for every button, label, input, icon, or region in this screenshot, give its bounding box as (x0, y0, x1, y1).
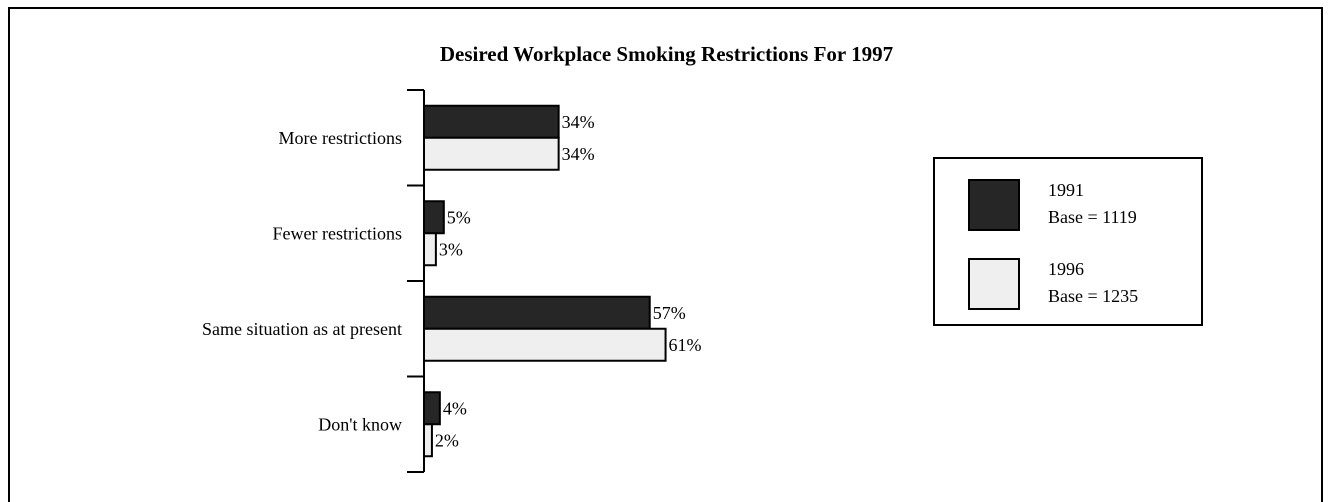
legend: 1991 Base = 1119 1996 Base = 1235 (933, 157, 1203, 326)
category-label: Don't know (318, 414, 402, 434)
data-label: 5% (447, 207, 471, 227)
legend-text-1991: 1991 Base = 1119 (1048, 177, 1137, 231)
legend-label-1996: 1996 (1048, 259, 1084, 279)
data-label: 34% (562, 144, 595, 164)
data-label: 4% (443, 398, 467, 418)
data-label: 61% (669, 335, 702, 355)
data-label: 34% (562, 112, 595, 132)
data-label: 2% (435, 430, 459, 450)
bar-1991-0 (423, 104, 560, 139)
bar-1996-1 (423, 232, 437, 267)
bar-1996-3 (423, 423, 433, 458)
data-label: 3% (439, 239, 463, 259)
legend-base-1996: Base = 1235 (1048, 286, 1139, 306)
legend-text-1996: 1996 Base = 1235 (1048, 256, 1138, 310)
bar-1991-3 (423, 391, 441, 426)
bar-1991-2 (423, 295, 651, 330)
category-label: Same situation as at present (202, 319, 402, 339)
category-label: Fewer restrictions (273, 223, 402, 243)
legend-label-1991: 1991 (1048, 180, 1084, 200)
legend-swatch-1996 (968, 258, 1020, 310)
legend-base-1991: Base = 1119 (1048, 207, 1137, 227)
legend-swatch-1991 (968, 179, 1020, 231)
bar-1996-0 (423, 136, 560, 171)
data-label: 57% (653, 303, 686, 323)
bar-1991-1 (423, 200, 445, 235)
bar-1996-2 (423, 327, 667, 362)
chart-frame (8, 7, 1323, 502)
chart-title: Desired Workplace Smoking Restrictions F… (439, 42, 894, 66)
category-label: More restrictions (279, 128, 402, 148)
